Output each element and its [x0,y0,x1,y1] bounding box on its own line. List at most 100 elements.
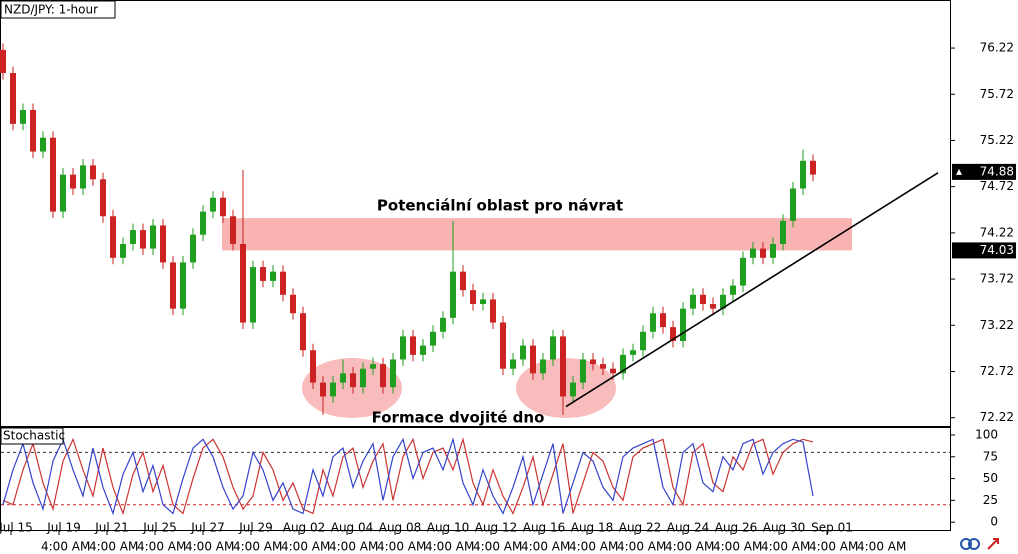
candle-body [690,294,696,309]
candle-body [410,336,416,355]
stochastic-y-tick-label: 100 [975,427,998,441]
candle-body [700,294,706,305]
time-label: 4:00 AM [857,540,906,554]
y-tick-label: 73.22 [980,318,1014,332]
price-marker-box [952,242,1016,259]
y-tick-label: 75.22 [980,133,1014,147]
trendline [565,172,939,408]
toolbar-icons [960,538,999,550]
candle-body [490,299,496,323]
candle-body [720,294,726,309]
candle-body [270,271,276,281]
candle-body [310,350,316,383]
candle-body [440,317,446,332]
candle-body [60,174,66,212]
price-marker-box [952,163,1016,180]
candle-body [300,313,306,351]
candle-body [470,290,476,305]
candle-body [540,359,546,374]
candle-body [260,267,266,281]
candle-body [550,336,556,360]
stochastic-line [2,437,814,516]
candle-body [430,331,436,346]
candle-body [20,109,26,124]
time-label: 4:00 AM [233,540,282,554]
x-tick-label: Aug 04 [331,521,374,535]
candle-body [250,267,256,323]
price-panel [0,0,951,427]
time-label: 4:00 AM [281,540,330,554]
stochastic-y-tick-label: 25 [983,493,998,507]
y-tick-label: 73.72 [980,272,1014,286]
time-label: 4:00 AM [473,540,522,554]
x-tick-label: Jul 29 [238,521,273,535]
main-layer: 72.22 72.72 73.22 73.72 74.22 74.72 75.22 75.72… [0,41,1016,554]
x-tick-label: Jul 19 [46,521,81,535]
candle-body [760,248,766,258]
x-tick-label: Aug 30 [763,521,806,535]
candle-body [810,160,816,175]
time-label: 4:00 AM [185,540,234,554]
time-label: 4:00 AM [329,540,378,554]
time-label: 4:00 AM [665,540,714,554]
link-icon[interactable] [960,538,972,550]
candle-body [800,160,806,189]
x-tick-label: Aug 02 [283,521,326,535]
zone-label: Potenciální oblast pro návrat [377,197,623,215]
price-marker-label: 74.03 [980,243,1014,257]
candle-body [200,211,206,235]
candle-body [140,230,146,249]
candle-body [390,359,396,388]
candle-body [190,234,196,263]
time-label: 4:00 AM [713,540,762,554]
candle-body [230,216,236,244]
pattern-label: Formace dvojité dno [372,409,545,427]
x-tick-label: Aug 10 [427,521,470,535]
stochastic-line [2,437,814,516]
candle-body [480,299,486,305]
candle-body [160,225,166,263]
time-label: 4:00 AM [809,540,858,554]
candle-body [570,382,576,397]
stochastic-title-box [0,427,64,445]
y-tick-label: 76.22 [980,41,1014,55]
candle-body [620,354,626,374]
candle-body [350,373,356,388]
candle-body [130,230,136,244]
candle-body [680,308,686,341]
time-label: 4:00 AM [137,540,186,554]
x-tick-label: Aug 12 [475,521,518,535]
candle-body [780,220,786,244]
candle-body [120,243,126,258]
x-tick-label: Jul 27 [190,521,225,535]
title-box [0,0,116,19]
time-label: 4:00 AM [761,540,810,554]
time-label: 4:00 AM [425,540,474,554]
candle-body [740,257,746,286]
x-tick-label: Jul 21 [94,521,129,535]
candle-body [360,368,366,388]
y-tick-label: 75.72 [980,87,1014,101]
candle-body [420,345,426,355]
time-label: 4:00 AM [89,540,138,554]
candle-body [50,137,56,212]
candle-body [370,364,376,369]
candle-body [210,197,216,212]
candle-body [710,304,716,309]
candle-body [670,327,676,341]
candle-body [170,262,176,309]
candle-body [500,322,506,369]
candle-body [70,174,76,189]
candle-body [380,364,386,388]
stochastic-y-tick-label: 75 [983,449,998,463]
candle-body [460,271,466,291]
candle-body [240,243,246,323]
candle-body [630,350,636,355]
y-tick-label: 72.22 [980,410,1014,424]
link-icon[interactable] [968,538,980,550]
candle-body [30,109,36,152]
time-label: 4:00 AM [377,540,426,554]
expand-icon[interactable] [987,538,999,550]
chart-title: NZD/JPY: 1-hour [4,3,98,17]
